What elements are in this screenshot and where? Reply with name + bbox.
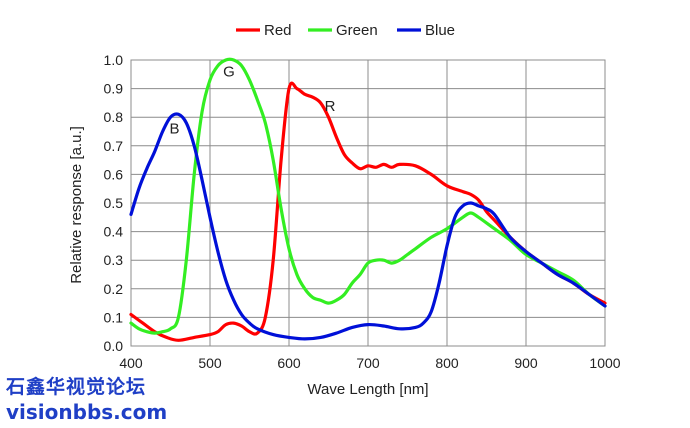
- x-tick-label: 600: [277, 355, 301, 371]
- series-layer: [129, 57, 607, 342]
- series-line-blue: [129, 112, 607, 341]
- x-tick-label: 400: [119, 355, 143, 371]
- legend-label-green: Green: [336, 22, 378, 39]
- x-tick-label: 900: [514, 355, 538, 371]
- plot-frame: [130, 59, 606, 347]
- curve-label-green: G: [223, 63, 235, 80]
- legend-label-red: Red: [264, 22, 292, 39]
- y-tick-label: 0.1: [104, 309, 124, 325]
- x-tick-label: 700: [356, 355, 380, 371]
- series-line-green: [129, 57, 607, 335]
- x-tick-label: 500: [198, 355, 222, 371]
- y-tick-label: 0.5: [104, 195, 124, 211]
- y-tick-label: 0.0: [104, 338, 124, 354]
- y-tick-label: 0.4: [104, 224, 124, 240]
- y-tick-label: 0.6: [104, 166, 124, 182]
- curve-annotations: R G B: [169, 63, 335, 137]
- grid: [131, 60, 605, 346]
- series-line-red: [129, 81, 607, 342]
- watermark-url: visionbbs.com: [6, 400, 168, 424]
- x-axis-title: Wave Length [nm]: [307, 381, 428, 398]
- y-tick-label: 0.2: [104, 281, 124, 297]
- y-tick-label: 0.3: [104, 252, 124, 268]
- y-tick-label: 0.8: [104, 109, 124, 125]
- curve-label-blue: B: [169, 121, 179, 138]
- legend: Red Green Blue: [236, 22, 455, 39]
- x-tick-label: 800: [435, 355, 459, 371]
- x-axis-ticks: 400 500 600 700 800 900 1000: [119, 355, 620, 371]
- x-tick-label: 1000: [589, 355, 620, 371]
- y-tick-label: 1.0: [104, 52, 124, 68]
- legend-label-blue: Blue: [425, 22, 455, 39]
- watermark-chinese: 石鑫华视觉论坛: [6, 376, 147, 398]
- y-tick-label: 0.7: [104, 138, 124, 154]
- y-tick-label: 0.9: [104, 81, 124, 97]
- curve-label-red: R: [325, 98, 336, 115]
- y-axis-title: Relative response [a.u.]: [68, 126, 85, 284]
- y-axis-ticks: 0.0 0.1 0.2 0.3 0.4 0.5 0.6 0.7 0.8 0.9 1.0: [104, 52, 124, 354]
